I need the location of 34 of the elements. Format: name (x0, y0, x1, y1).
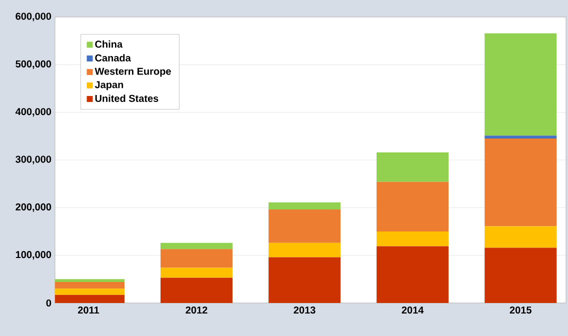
x-tick-label: 2011 (78, 306, 100, 314)
y-tick-label: 200,000 (16, 203, 52, 212)
bar (268, 242, 341, 258)
legend-label: Western Europe (94, 68, 171, 77)
bar (484, 136, 557, 139)
y-tick-label: 600,000 (16, 12, 52, 22)
x-tick-label: 2014 (402, 306, 424, 314)
y-tick-label: 300,000 (16, 156, 52, 164)
bar (376, 246, 449, 303)
bar (160, 249, 233, 268)
y-tick-label: 0 (46, 299, 52, 307)
bar (376, 231, 449, 246)
legend-label: Canada (95, 54, 131, 62)
y-tick-label: 400,000 (15, 108, 52, 117)
bar (484, 226, 557, 248)
y-tick-label: 500,000 (16, 60, 52, 69)
y-tick-label: 100,000 (16, 251, 52, 260)
bar (268, 210, 341, 243)
x-tick-label: 2012 (186, 306, 208, 314)
bar (160, 242, 233, 250)
bar (484, 248, 557, 303)
bar (376, 152, 449, 182)
legend-label: China (95, 40, 123, 48)
x-tick-label: 2013 (294, 306, 316, 314)
bar (160, 278, 233, 303)
bar (484, 33, 557, 136)
x-tick-label: 2015 (510, 306, 532, 314)
bar (268, 202, 341, 210)
bar (376, 182, 449, 232)
bar (268, 257, 341, 303)
legend-label: United States (95, 94, 158, 102)
bar (484, 138, 557, 226)
bar (160, 268, 233, 278)
legend-label: Japan (94, 81, 124, 90)
